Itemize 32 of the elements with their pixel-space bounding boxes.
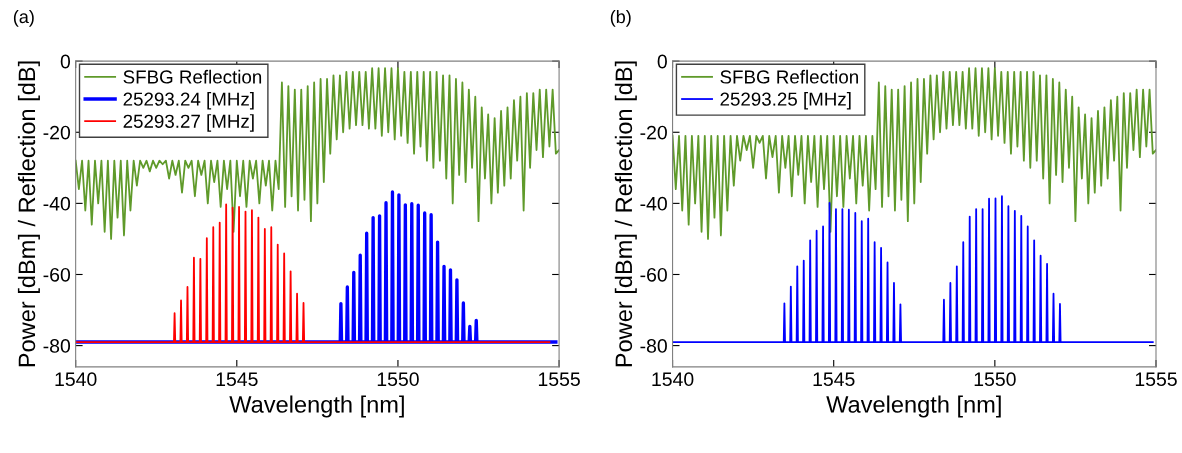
y-axis-title: Power [dBm] / Reflection [dB] [17, 61, 40, 367]
x-tick-label: 1545 [813, 372, 855, 387]
line-series [75, 67, 560, 240]
legend-label: 25293.24 [MHz] [123, 92, 254, 110]
x-axis-title: Wavelength [nm] [229, 395, 404, 418]
y-tick-label: -80 [43, 339, 71, 353]
x-tick-label: 1555 [538, 372, 580, 387]
x-tick-label: 1555 [1135, 372, 1177, 387]
y-tick-label: -20 [640, 125, 667, 140]
y-tick-label: -40 [43, 196, 71, 211]
y-axis-title: Power [dBm] / Reflection [dB] [614, 61, 637, 367]
y-tick-label: 0 [60, 54, 71, 69]
legend-label: SFBG Reflection [720, 69, 858, 84]
y-tick-label: -40 [640, 196, 667, 211]
x-axis-title: Wavelength [nm] [826, 395, 1001, 418]
legend-label: 25293.25 [MHz] [720, 92, 851, 110]
y-tick-label: 0 [657, 54, 667, 69]
x-tick-label: 1550 [974, 372, 1016, 387]
x-tick-label: 1540 [55, 372, 97, 387]
y-tick-label: -80 [640, 339, 667, 353]
chart-title: (a) [13, 9, 34, 27]
y-tick-label: -60 [640, 267, 667, 282]
legend-label: 25293.27 [MHz] [123, 114, 254, 132]
x-tick-label: 1540 [652, 372, 694, 387]
line-series [672, 195, 1154, 343]
y-tick-label: -20 [43, 125, 71, 140]
x-tick-label: 1545 [216, 372, 258, 387]
chart-title: (b) [610, 9, 631, 27]
legend-label: SFBG Reflection [123, 69, 262, 84]
y-tick-label: -60 [43, 267, 71, 282]
x-tick-label: 1550 [377, 372, 419, 387]
line-series [672, 67, 1156, 240]
